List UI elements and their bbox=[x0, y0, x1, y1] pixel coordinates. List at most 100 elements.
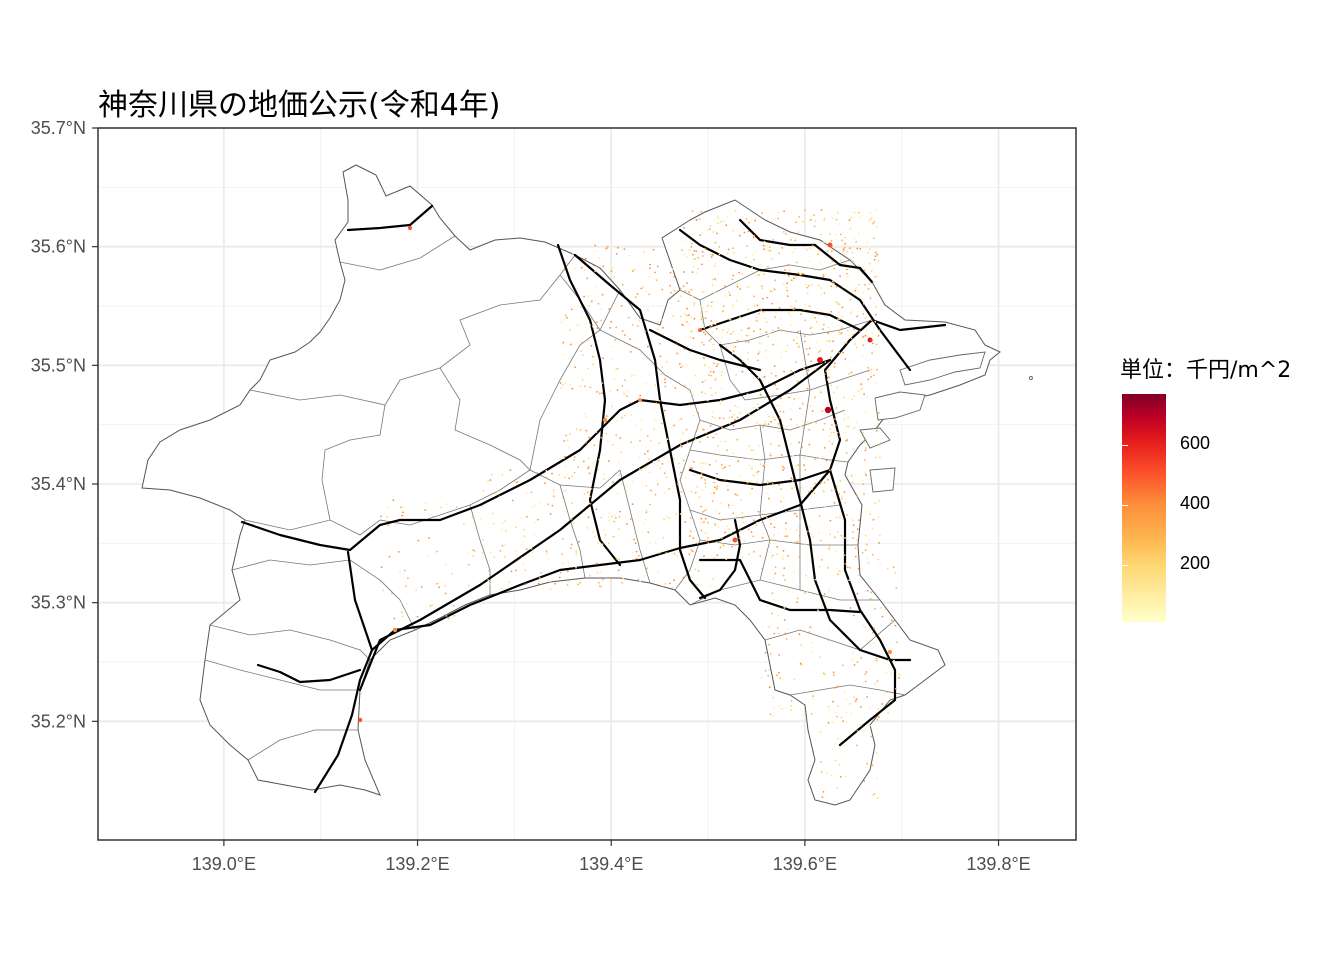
price-point bbox=[778, 654, 781, 656]
price-point bbox=[843, 413, 846, 415]
price-point bbox=[836, 386, 839, 389]
price-point bbox=[658, 400, 661, 402]
price-point bbox=[824, 406, 832, 414]
price-point bbox=[821, 455, 824, 458]
price-point bbox=[794, 512, 797, 515]
price-point bbox=[853, 614, 855, 617]
price-point bbox=[563, 440, 566, 442]
price-point bbox=[780, 454, 783, 456]
price-point bbox=[795, 300, 797, 303]
price-point bbox=[685, 364, 688, 366]
price-point bbox=[842, 664, 844, 667]
price-point bbox=[491, 512, 494, 515]
price-point bbox=[854, 343, 857, 345]
price-point bbox=[778, 671, 780, 674]
price-point bbox=[895, 626, 898, 629]
price-point bbox=[571, 295, 574, 297]
price-point bbox=[729, 318, 732, 321]
price-point bbox=[784, 310, 787, 313]
price-point bbox=[875, 225, 878, 228]
price-point bbox=[790, 305, 792, 308]
price-point bbox=[740, 329, 743, 332]
price-point bbox=[652, 248, 655, 251]
price-point bbox=[676, 555, 679, 557]
price-point bbox=[713, 278, 716, 280]
price-point bbox=[757, 510, 760, 513]
price-point bbox=[631, 551, 634, 554]
price-point bbox=[783, 619, 786, 621]
x-tick-label: 139.2°E bbox=[385, 854, 449, 874]
price-point bbox=[896, 641, 898, 644]
price-point bbox=[689, 467, 692, 469]
price-point bbox=[821, 559, 823, 561]
railway-line bbox=[718, 343, 912, 662]
price-point bbox=[778, 705, 781, 708]
y-tick-label: 35.5°N bbox=[31, 355, 86, 375]
legend-tick-label: 600 bbox=[1180, 433, 1211, 453]
price-point bbox=[833, 489, 836, 491]
price-point bbox=[566, 281, 569, 283]
price-point bbox=[852, 524, 855, 526]
price-point bbox=[534, 521, 536, 524]
price-point bbox=[845, 698, 847, 700]
price-point bbox=[771, 554, 774, 557]
price-point bbox=[645, 290, 648, 293]
price-point bbox=[597, 581, 600, 584]
price-point bbox=[856, 247, 859, 250]
price-point bbox=[583, 500, 585, 502]
price-point bbox=[795, 529, 798, 531]
price-point bbox=[845, 711, 848, 714]
price-point bbox=[689, 517, 692, 519]
price-point bbox=[768, 246, 771, 249]
price-point bbox=[837, 705, 839, 708]
price-point bbox=[597, 302, 600, 305]
price-point bbox=[642, 286, 645, 288]
price-point bbox=[693, 304, 696, 307]
price-point bbox=[827, 332, 830, 335]
price-point bbox=[562, 318, 565, 321]
price-point bbox=[772, 696, 775, 699]
price-point bbox=[715, 319, 718, 322]
price-point bbox=[747, 230, 750, 233]
price-point bbox=[637, 554, 640, 557]
price-point bbox=[833, 674, 835, 677]
price-point bbox=[803, 427, 805, 430]
price-point bbox=[570, 308, 573, 311]
price-point bbox=[898, 677, 900, 679]
price-point bbox=[672, 386, 675, 388]
price-point bbox=[828, 629, 831, 631]
price-point bbox=[401, 514, 404, 517]
price-point bbox=[857, 232, 860, 235]
price-point bbox=[702, 331, 705, 334]
price-point bbox=[652, 460, 655, 463]
price-point bbox=[856, 494, 859, 497]
price-point bbox=[784, 535, 786, 538]
prefecture-outline bbox=[141, 164, 1001, 806]
price-point bbox=[618, 474, 621, 476]
price-point bbox=[837, 318, 839, 321]
price-point bbox=[823, 447, 826, 449]
price-point bbox=[826, 340, 828, 343]
price-point bbox=[489, 479, 492, 481]
price-point bbox=[765, 321, 768, 323]
price-point bbox=[700, 473, 703, 476]
boundary-line bbox=[789, 684, 906, 696]
price-point bbox=[777, 301, 780, 303]
price-point bbox=[816, 321, 818, 323]
price-point bbox=[523, 535, 526, 538]
price-point bbox=[391, 592, 393, 595]
price-point bbox=[431, 604, 434, 606]
price-point bbox=[868, 791, 871, 793]
price-point bbox=[790, 369, 793, 372]
price-point bbox=[827, 567, 829, 569]
price-point bbox=[828, 545, 831, 548]
price-point bbox=[573, 459, 575, 461]
price-point bbox=[831, 350, 833, 353]
price-point bbox=[804, 592, 806, 594]
price-point bbox=[876, 422, 879, 425]
price-point bbox=[714, 262, 717, 265]
price-point bbox=[756, 421, 759, 424]
price-point bbox=[703, 555, 705, 558]
price-point bbox=[621, 416, 623, 419]
price-point bbox=[695, 430, 698, 433]
